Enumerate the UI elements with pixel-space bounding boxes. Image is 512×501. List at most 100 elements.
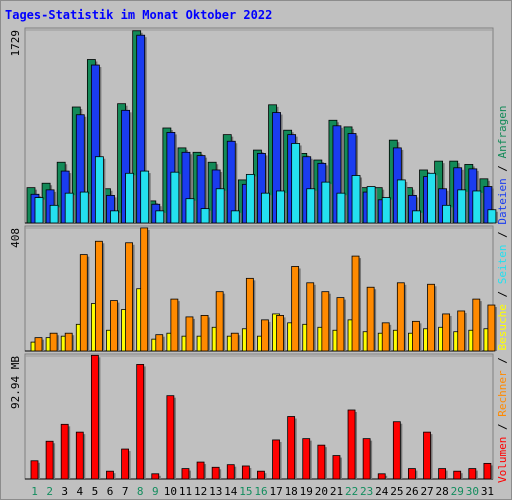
x-tick-label-23: 23 [360, 485, 373, 498]
legend-entry-anfragen: Anfragen [496, 105, 509, 158]
bar-seiten-day-22 [351, 175, 361, 224]
y-max-label-hits: 1729 [9, 30, 22, 57]
bar-volumen-day-9 [151, 473, 160, 480]
bar-rechner-day-28 [442, 313, 451, 352]
x-tick-label-28: 28 [436, 485, 449, 498]
bar-rechner-day-5 [94, 240, 103, 352]
bar-rechner-day-19 [306, 282, 315, 352]
x-tick-label-13: 13 [209, 485, 222, 498]
bar-rechner-day-23 [366, 286, 375, 352]
x-tick-label-20: 20 [315, 485, 328, 498]
bar-volumen-day-3 [60, 423, 69, 480]
bar-seiten-day-2 [49, 204, 59, 224]
y-max-label-volume: 92.94 MB [9, 356, 22, 409]
legend-entry-seiten: Seiten [496, 245, 509, 285]
bar-seiten-day-3 [64, 192, 74, 224]
bar-seiten-day-12 [200, 208, 210, 224]
bar-rechner-day-9 [155, 334, 164, 352]
bar-volumen-day-18 [287, 416, 296, 480]
bar-volumen-day-13 [211, 466, 220, 480]
x-tick-label-31: 31 [481, 485, 494, 498]
bar-seiten-day-24 [381, 197, 391, 224]
bar-seiten-day-18 [291, 143, 301, 224]
bar-volumen-day-23 [362, 438, 371, 480]
bar-rechner-day-1 [34, 337, 43, 352]
bar-rechner-day-12 [200, 315, 209, 352]
y-max-label-visits: 408 [9, 228, 22, 248]
bar-rechner-day-24 [381, 322, 390, 352]
x-tick-label-21: 21 [330, 485, 343, 498]
bar-volumen-day-6 [106, 470, 114, 480]
panel-frame-volume [24, 353, 494, 480]
bar-volumen-day-11 [181, 468, 190, 480]
bar-seiten-day-27 [427, 172, 436, 224]
x-tick-label-5: 5 [92, 485, 99, 498]
bar-seiten-day-11 [185, 198, 195, 224]
bar-volumen-day-7 [121, 448, 129, 480]
bar-seiten-day-28 [442, 204, 452, 224]
legend-separator: / [496, 417, 509, 437]
x-tick-label-27: 27 [420, 485, 433, 498]
bar-volumen-day-28 [438, 468, 447, 480]
bar-seiten-day-6 [110, 210, 119, 224]
bar-volumen-day-30 [468, 468, 477, 480]
bar-seiten-day-30 [472, 190, 482, 224]
x-tick-label-16: 16 [254, 485, 267, 498]
bar-volumen-day-22 [347, 409, 356, 480]
bar-rechner-day-25 [396, 282, 405, 352]
bar-volumen-day-2 [45, 440, 54, 480]
bar-rechner-day-4 [79, 254, 88, 352]
bar-volumen-day-4 [75, 431, 84, 480]
bar-seiten-day-19 [306, 188, 316, 224]
x-tick-label-15: 15 [239, 485, 252, 498]
legend-entry-besuche: Besuche [496, 304, 509, 350]
x-tick-label-14: 14 [224, 485, 238, 498]
x-tick-label-8: 8 [137, 485, 144, 498]
x-tick-label-17: 17 [269, 485, 282, 498]
bar-rechner-day-13 [215, 291, 224, 352]
bar-volumen-day-12 [196, 461, 205, 480]
bar-seiten-day-4 [79, 191, 89, 224]
legend-entry-volumen: Volumen [496, 437, 509, 483]
bar-volumen-day-24 [377, 473, 386, 480]
bar-seiten-day-7 [125, 172, 134, 224]
bar-seiten-day-14 [230, 210, 240, 224]
bar-rechner-day-21 [336, 297, 345, 352]
legend-separator: / [496, 351, 509, 371]
bar-seiten-day-25 [396, 179, 406, 224]
x-tick-label-18: 18 [285, 485, 298, 498]
bar-volumen-day-20 [317, 444, 326, 480]
bar-volumen-day-1 [30, 460, 39, 480]
bar-rechner-day-29 [457, 310, 466, 352]
x-tick-label-26: 26 [405, 485, 418, 498]
bar-rechner-day-22 [351, 255, 360, 352]
x-tick-label-19: 19 [300, 485, 313, 498]
bar-rechner-day-18 [291, 266, 300, 352]
x-tick-label-10: 10 [164, 485, 177, 498]
legend-separator: / [496, 158, 509, 178]
bar-rechner-day-27 [427, 283, 435, 352]
bar-rechner-day-20 [321, 291, 330, 352]
bar-seiten-day-29 [457, 189, 467, 224]
legend-separator: / [496, 284, 509, 304]
bar-rechner-day-10 [170, 298, 179, 352]
bar-volumen-day-29 [453, 470, 462, 480]
legend-separator: / [496, 225, 509, 245]
x-tick-label-12: 12 [194, 485, 207, 498]
bar-seiten-day-1 [34, 197, 44, 224]
x-tick-label-29: 29 [451, 485, 464, 498]
bar-seiten-day-20 [321, 181, 331, 224]
bar-rechner-day-31 [487, 304, 496, 352]
x-tick-label-4: 4 [77, 485, 84, 498]
bar-seiten-day-9 [155, 210, 165, 224]
bar-rechner-day-16 [261, 319, 269, 352]
legend-entry-dateien: Dateien [496, 178, 509, 224]
bar-seiten-day-8 [140, 170, 150, 224]
bar-rechner-day-11 [185, 316, 194, 352]
bar-seiten-day-5 [94, 156, 104, 224]
bar-rechner-day-7 [125, 242, 133, 352]
bar-rechner-day-26 [412, 320, 420, 352]
x-tick-label-1: 1 [31, 485, 38, 498]
